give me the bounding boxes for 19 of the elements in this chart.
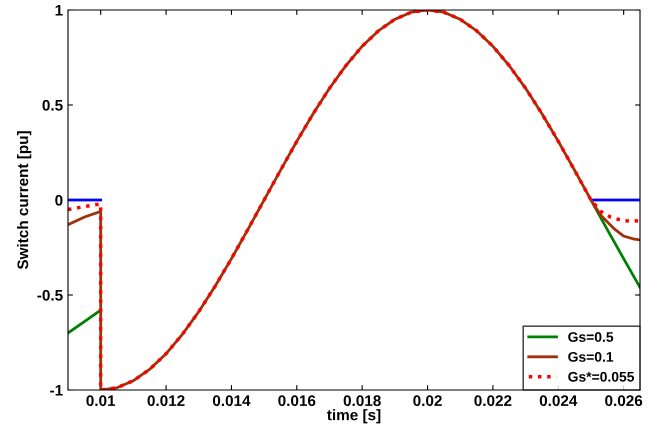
x-tick-label: 0.016 — [278, 395, 316, 406]
y-tick-label: 0 — [55, 194, 63, 206]
x-tick-label: 0.018 — [344, 395, 381, 406]
legend-label: Gs=0.5 — [568, 332, 614, 342]
legend-label: Gs*=0.055 — [568, 372, 634, 382]
x-tick-label: 0.014 — [212, 395, 250, 406]
legend-label: Gs=0.1 — [568, 352, 614, 362]
y-tick-label: -1 — [50, 385, 63, 396]
x-tick-label: 0.012 — [148, 395, 185, 406]
y-tick-label: -0.5 — [37, 290, 63, 301]
x-tick-label: 0.024 — [540, 395, 578, 406]
y-tick-label: 1 — [56, 5, 63, 16]
y-tick-label: 0.5 — [42, 100, 63, 111]
x-tick-label: 0.01 — [86, 395, 116, 406]
x-tick-label: 0.02 — [413, 395, 442, 406]
x-tick-label: 0.022 — [474, 395, 512, 406]
x-axis-title: time [s] — [327, 409, 380, 424]
x-tick-label: 0.026 — [605, 395, 642, 406]
y-axis-title: Switch current [pu] — [17, 131, 32, 270]
